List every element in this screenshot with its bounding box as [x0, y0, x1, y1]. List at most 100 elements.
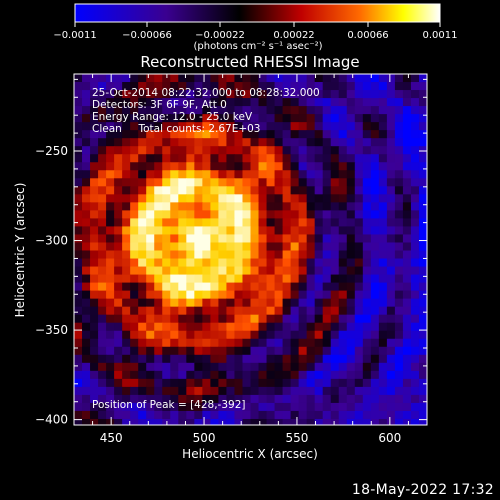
heatmap-cell: [370, 162, 380, 171]
heatmap-cell: [322, 298, 332, 308]
heatmap-cell: [146, 418, 155, 425]
heatmap-cell: [250, 362, 260, 372]
heatmap-cell: [170, 114, 179, 123]
heatmap-cell: [82, 146, 91, 155]
heatmap-cell: [266, 130, 276, 139]
heatmap-cell: [370, 74, 380, 83]
heatmap-cell: [290, 314, 300, 324]
heatmap-cell: [122, 370, 131, 380]
heatmap-cell: [106, 362, 115, 372]
heatmap-cell: [90, 410, 99, 420]
heatmap-cell: [170, 106, 179, 115]
heatmap-cell: [346, 154, 356, 163]
heatmap-cell: [418, 338, 427, 348]
heatmap-cell: [298, 162, 308, 171]
heatmap-cell: [146, 114, 155, 123]
heatmap-cell: [226, 226, 236, 236]
heatmap-cell: [338, 330, 348, 340]
heatmap-cell: [274, 218, 284, 228]
heatmap-cell: [346, 170, 356, 179]
heatmap-cell: [298, 322, 308, 332]
heatmap-cell: [338, 234, 348, 244]
heatmap-cell: [130, 258, 139, 268]
heatmap-cell: [290, 234, 300, 244]
heatmap-cell: [258, 178, 268, 187]
heatmap-cell: [290, 218, 300, 228]
heatmap-cell: [226, 146, 236, 155]
heatmap-cell: [202, 202, 211, 211]
heatmap-cell: [130, 338, 139, 348]
heatmap-cell: [370, 370, 380, 380]
heatmap-cell: [258, 306, 268, 316]
heatmap-cell: [170, 298, 179, 308]
colorbar-ticks: −0.0011 −0.00066 −0.00022 0.00022 0.00066 0.0…: [53, 22, 458, 41]
heatmap-cell: [202, 370, 211, 380]
heatmap-cell: [138, 258, 147, 268]
heatmap-cell: [138, 290, 147, 300]
heatmap-cell: [314, 394, 324, 404]
heatmap-cell: [90, 354, 99, 364]
heatmap-cell: [130, 218, 139, 228]
heatmap-cell: [226, 234, 236, 244]
heatmap-cell: [154, 130, 163, 139]
heatmap-cell: [122, 234, 131, 244]
heatmap-cell: [322, 194, 332, 203]
heatmap-cell: [330, 290, 340, 300]
heatmap-cell: [138, 410, 147, 420]
heatmap-cell: [370, 314, 380, 324]
heatmap-cell: [74, 122, 83, 131]
heatmap-cell: [258, 114, 268, 123]
heatmap-cell: [394, 226, 404, 236]
heatmap-cell: [122, 282, 131, 292]
heatmap-cell: [386, 250, 396, 260]
heatmap-cell: [82, 330, 91, 340]
heatmap-cell: [386, 130, 396, 139]
heatmap-cell: [218, 202, 228, 211]
heatmap-cell: [210, 258, 220, 268]
heatmap-cell: [178, 370, 187, 380]
heatmap-cell: [290, 370, 300, 380]
heatmap-cell: [146, 194, 155, 203]
heatmap-cell: [274, 146, 284, 155]
heatmap-cell: [218, 186, 228, 195]
heatmap-cell: [290, 210, 300, 220]
heatmap-cell: [210, 274, 220, 284]
heatmap-cell: [386, 282, 396, 292]
heatmap-cell: [306, 386, 316, 396]
heatmap-cell: [130, 250, 139, 260]
heatmap-cell: [90, 154, 99, 163]
heatmap-cell: [370, 194, 380, 203]
heatmap-cell: [234, 74, 244, 83]
heatmap-cell: [354, 314, 364, 324]
heatmap-cell: [386, 322, 396, 332]
heatmap-cell: [378, 314, 388, 324]
heatmap-cell: [362, 234, 372, 244]
heatmap-cell: [162, 354, 171, 364]
heatmap-cell: [298, 178, 308, 187]
heatmap-cell: [282, 362, 292, 372]
heatmap-cell: [338, 266, 348, 276]
heatmap-cell: [306, 282, 316, 292]
heatmap-cell: [202, 106, 211, 115]
heatmap-cell: [114, 218, 123, 228]
heatmap-cell: [338, 170, 348, 179]
heatmap-cell: [202, 386, 211, 396]
heatmap-cell: [234, 266, 244, 276]
heatmap-cell: [114, 354, 123, 364]
heatmap-cell: [362, 338, 372, 348]
heatmap-cell: [162, 282, 171, 292]
heatmap-cell: [290, 138, 300, 147]
heatmap-cell: [122, 146, 131, 155]
heatmap-cell: [338, 122, 348, 131]
heatmap-cell: [234, 130, 244, 139]
heatmap-cell: [194, 74, 203, 83]
heatmap-cell: [250, 330, 260, 340]
y-tick-label: −350: [35, 323, 68, 337]
heatmap-cell: [194, 394, 203, 404]
heatmap-cell: [178, 330, 187, 340]
heatmap-cell: [210, 394, 220, 404]
heatmap-cell: [242, 170, 252, 179]
heatmap-cell: [346, 322, 356, 332]
heatmap-cell: [378, 258, 388, 268]
heatmap-cell: [194, 418, 203, 425]
